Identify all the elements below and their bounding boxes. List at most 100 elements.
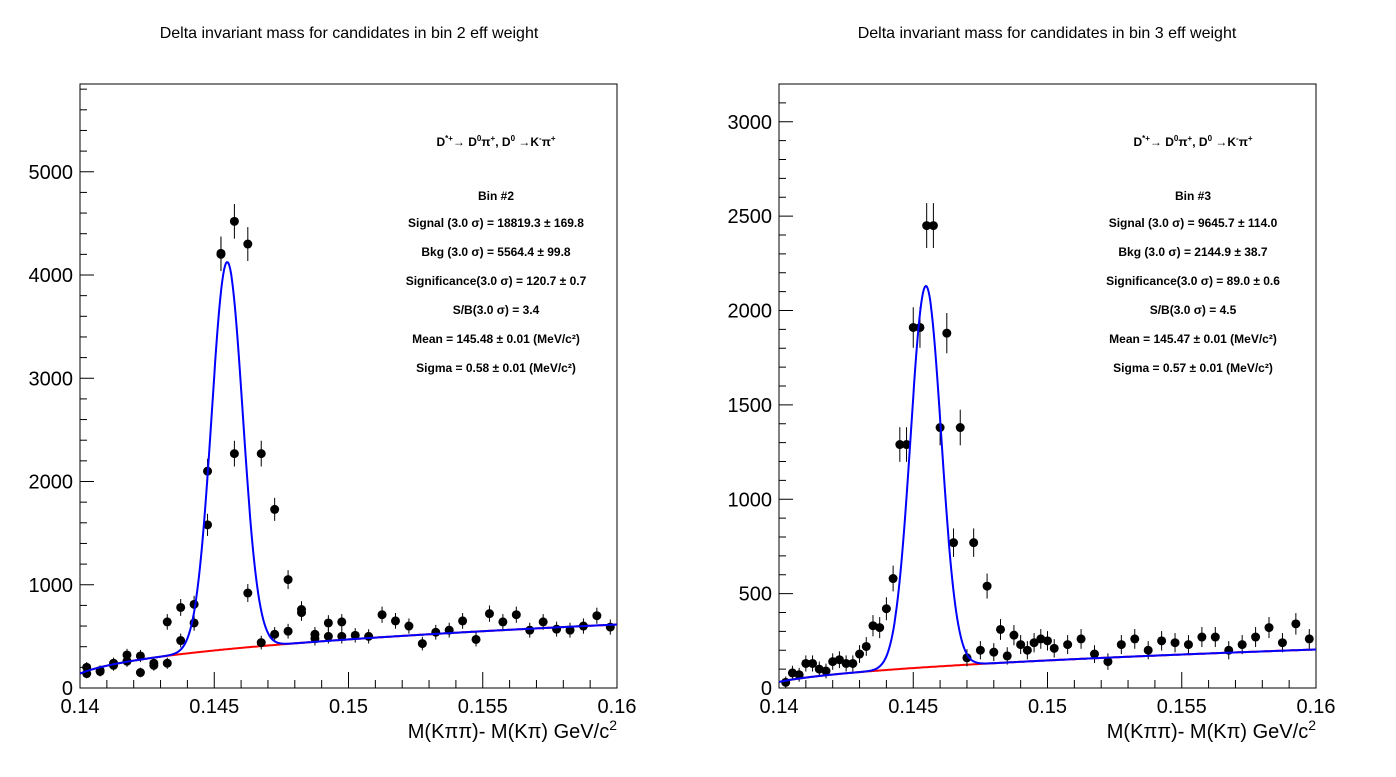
stats-line: Signal (3.0 σ) = 18819.3 ± 169.8	[408, 216, 584, 230]
data-point	[982, 581, 992, 591]
decay-label-sup: *+	[445, 134, 453, 143]
y-tick-label: 0	[761, 678, 772, 700]
x-axis-title-part: ) GeV/c	[541, 721, 609, 743]
x-tick-label: 0.15	[329, 696, 368, 718]
data-point	[1251, 632, 1261, 642]
data-point	[975, 645, 985, 655]
stats-line: Bin #3	[1175, 189, 1211, 203]
data-point	[256, 449, 266, 459]
y-tick-label: 5000	[29, 162, 74, 184]
decay-label-part: π	[1239, 135, 1248, 149]
data-point	[122, 650, 132, 660]
y-tick-label: 2500	[728, 206, 773, 228]
x-tick-label: 0.14	[61, 696, 100, 718]
x-axis-title-part: )- M(K	[1171, 721, 1227, 743]
data-point	[1022, 645, 1032, 655]
data-point	[1016, 640, 1026, 650]
y-tick-label: 1500	[728, 395, 773, 417]
x-tick-label: 0.145	[189, 696, 239, 718]
chart-panel-1: Delta invariant mass for candidates in b…	[29, 25, 637, 743]
stats-line: S/B(3.0 σ) = 3.4	[453, 303, 540, 317]
data-point	[364, 631, 374, 641]
data-point	[471, 634, 481, 644]
data-point	[565, 625, 575, 635]
data-point	[1089, 649, 1099, 659]
decay-label-sup: -	[539, 134, 542, 143]
x-tick-label: 0.155	[1157, 696, 1207, 718]
x-axis-title-sup: 2	[1308, 717, 1316, 733]
x-axis-title: M(Kππ)- M(Kπ) GeV/c2	[1107, 717, 1316, 743]
data-point	[176, 636, 186, 646]
data-point	[377, 610, 387, 620]
decay-label-part: →K	[515, 135, 539, 149]
data-point	[525, 625, 535, 635]
decay-label-part: π	[542, 135, 551, 149]
y-tick-label: 0	[62, 678, 73, 700]
stats-line: Sigma = 0.58 ± 0.01 (MeV/c²)	[416, 361, 576, 375]
decay-label: D*+→ D0π+, D0 →K-π+	[436, 134, 555, 149]
data-point	[390, 616, 400, 626]
data-point	[1157, 636, 1167, 646]
decay-label-sup: +	[1188, 134, 1193, 143]
stats-line: Mean = 145.47 ± 0.01 (MeV/c²)	[1109, 332, 1277, 346]
data-point	[902, 440, 912, 450]
decay-label-sup: 0	[477, 134, 482, 143]
plot-frame	[79, 83, 618, 689]
decay-label-sup: -	[1236, 134, 1239, 143]
data-point	[350, 630, 360, 640]
decay-label-part: , D	[1192, 135, 1208, 149]
data-point	[323, 618, 333, 628]
data-point	[848, 658, 858, 668]
data-point	[962, 653, 972, 663]
x-axis-title-part: ππ	[444, 721, 472, 743]
data-point	[270, 504, 280, 514]
stats-line: Significance(3.0 σ) = 89.0 ± 0.6	[1106, 274, 1280, 288]
x-axis-title-part: )- M(K	[472, 721, 528, 743]
data-point	[337, 631, 347, 641]
y-tick-label: 500	[739, 584, 772, 606]
data-point	[162, 658, 172, 668]
data-point	[989, 647, 999, 657]
x-tick-label: 0.155	[458, 696, 508, 718]
data-point	[283, 575, 293, 585]
data-point	[895, 440, 905, 450]
decay-label-part: → D	[453, 135, 477, 149]
stats-line: Significance(3.0 σ) = 120.7 ± 0.7	[406, 274, 587, 288]
data-point	[1103, 657, 1113, 667]
data-point	[1130, 634, 1140, 644]
data-point	[949, 538, 959, 548]
stats-line: S/B(3.0 σ) = 4.5	[1150, 303, 1237, 317]
data-point	[922, 221, 932, 231]
x-tick-label: 0.15	[1028, 696, 1067, 718]
decay-label-part: D	[436, 135, 445, 149]
data-point	[928, 221, 938, 231]
data-point	[888, 574, 898, 584]
x-axis-title: M(Kππ)- M(Kπ) GeV/c2	[408, 717, 617, 743]
y-tick-label: 4000	[29, 265, 74, 287]
x-tick-label: 0.14	[760, 696, 799, 718]
decay-label-part: π	[1178, 135, 1187, 149]
data-point	[498, 617, 508, 627]
y-tick-label: 1000	[29, 575, 74, 597]
data-point	[1264, 623, 1274, 633]
plot-frame	[778, 83, 1317, 689]
total-fit-curve	[79, 261, 617, 675]
stats-line: Bkg (3.0 σ) = 5564.4 ± 99.8	[421, 245, 571, 259]
data-point	[1210, 632, 1220, 642]
data-point	[297, 608, 307, 618]
data-point	[841, 658, 851, 668]
decay-label: D*+→ D0π+, D0 →K-π+	[1133, 134, 1252, 149]
decay-label-sup: +	[551, 134, 556, 143]
data-point	[828, 657, 838, 667]
data-point	[243, 239, 253, 249]
data-point	[1304, 634, 1314, 644]
data-point	[538, 617, 548, 627]
chart-title: Delta invariant mass for candidates in b…	[858, 25, 1237, 42]
data-point	[216, 248, 226, 258]
data-point	[969, 538, 979, 548]
data-point	[1076, 634, 1086, 644]
stats-line: Bkg (3.0 σ) = 2144.9 ± 38.7	[1118, 245, 1268, 259]
data-point	[1002, 651, 1012, 661]
chart-panel-2: Delta invariant mass for candidates in b…	[728, 25, 1336, 743]
